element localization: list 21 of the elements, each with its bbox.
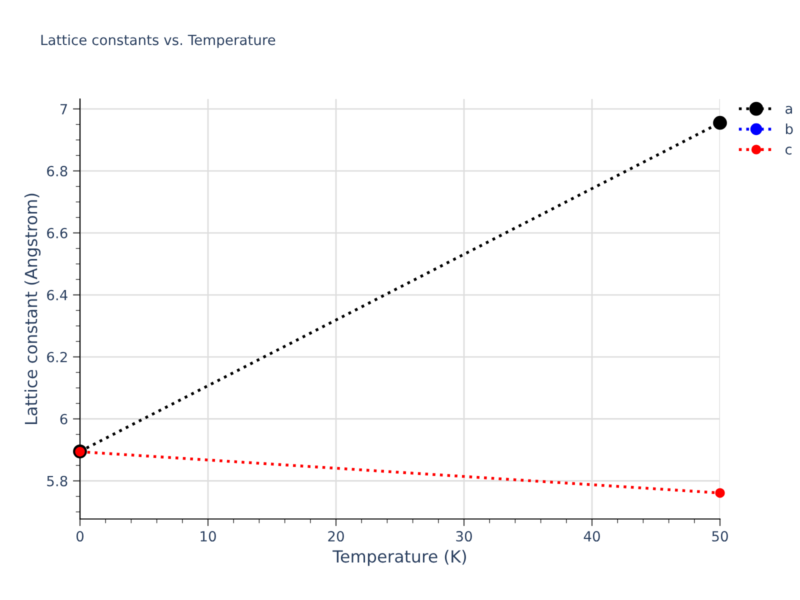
y-tick-label: 6.2 xyxy=(47,352,67,362)
legend-label: a xyxy=(786,106,792,114)
x-tick-label: 20 xyxy=(328,531,344,542)
y-tick-label: 7 xyxy=(60,104,68,114)
y-tick-label: 6 xyxy=(60,414,68,424)
legend-label: c xyxy=(786,146,792,155)
chart-title: Lattice constants vs. Temperature xyxy=(41,34,276,48)
y-tick-label: 6.6 xyxy=(47,228,68,238)
x-tick-label: 0 xyxy=(76,531,84,542)
x-tick-label: 50 xyxy=(712,531,728,542)
point xyxy=(715,488,725,498)
y-axis-title: Lattice constant (Angstrom) xyxy=(24,194,41,424)
y-tick-label: 6.8 xyxy=(47,166,68,176)
y-tick-label: 6.4 xyxy=(47,290,68,300)
x-tick-label: 40 xyxy=(584,531,600,542)
x-axis-title: Temperature (K) xyxy=(332,550,466,566)
x-tick-label: 10 xyxy=(200,531,216,542)
y-tick-label: 5.8 xyxy=(47,476,68,486)
point xyxy=(713,116,727,130)
legend-label: b xyxy=(786,123,793,134)
x-tick-label: 30 xyxy=(456,531,472,542)
